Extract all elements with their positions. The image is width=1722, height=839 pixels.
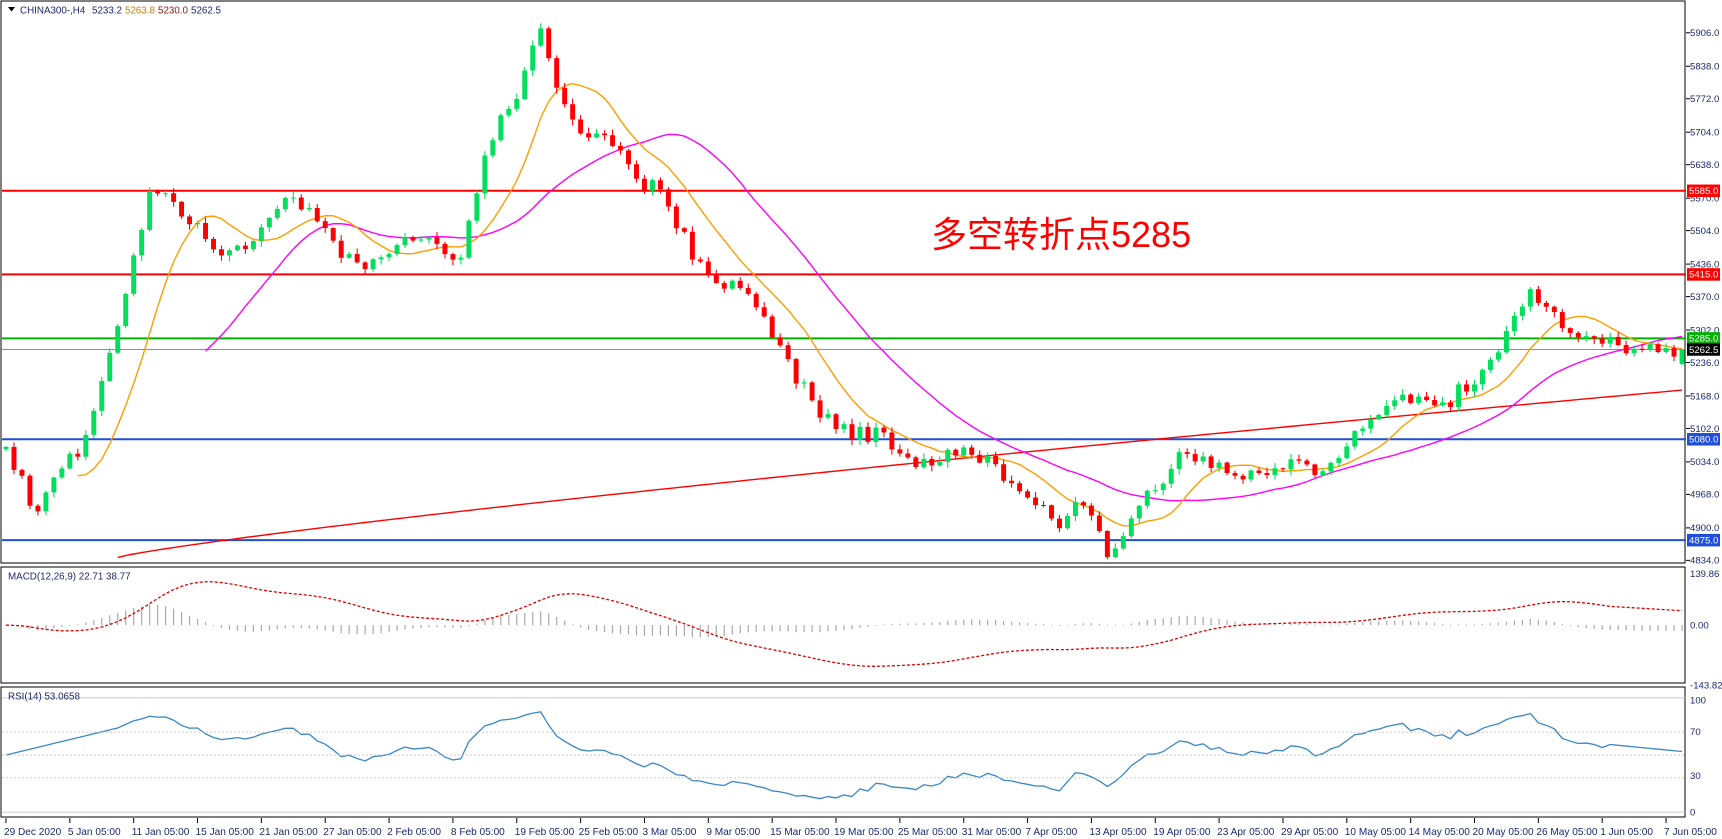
svg-text:5285.0: 5285.0 xyxy=(1689,334,1718,345)
svg-text:5638.0: 5638.0 xyxy=(1690,160,1719,171)
svg-text:5262.5: 5262.5 xyxy=(191,6,222,17)
svg-text:11 Jan 05:00: 11 Jan 05:00 xyxy=(132,827,190,838)
svg-text:21 Jan 05:00: 21 Jan 05:00 xyxy=(259,827,318,838)
svg-text:MACD(12,26,9) 22.71 38.77: MACD(12,26,9) 22.71 38.77 xyxy=(8,572,131,583)
svg-text:5262.5: 5262.5 xyxy=(1689,345,1718,356)
svg-text:29 Apr 05:00: 29 Apr 05:00 xyxy=(1281,827,1339,838)
svg-text:5034.0: 5034.0 xyxy=(1690,457,1719,468)
svg-text:13 Apr 05:00: 13 Apr 05:00 xyxy=(1089,827,1147,838)
svg-text:5704.0: 5704.0 xyxy=(1690,128,1719,139)
svg-text:0.00: 0.00 xyxy=(1690,620,1709,631)
svg-text:10 May 05:00: 10 May 05:00 xyxy=(1345,827,1407,838)
svg-text:5236.0: 5236.0 xyxy=(1690,358,1719,369)
svg-text:70: 70 xyxy=(1690,727,1701,738)
svg-text:5263.8: 5263.8 xyxy=(125,6,156,17)
svg-text:9 Mar 05:00: 9 Mar 05:00 xyxy=(706,827,760,838)
svg-text:100: 100 xyxy=(1690,696,1706,707)
svg-text:CHINA300-,H4: CHINA300-,H4 xyxy=(20,6,86,17)
svg-text:5504.0: 5504.0 xyxy=(1690,226,1719,237)
svg-text:3 Mar 05:00: 3 Mar 05:00 xyxy=(642,827,696,838)
svg-text:7 Jun 05:00: 7 Jun 05:00 xyxy=(1664,827,1717,838)
svg-text:-143.82: -143.82 xyxy=(1690,681,1722,692)
svg-text:7 Apr 05:00: 7 Apr 05:00 xyxy=(1026,827,1078,838)
svg-text:4968.0: 4968.0 xyxy=(1690,490,1719,501)
svg-text:4900.0: 4900.0 xyxy=(1690,523,1719,534)
svg-text:4875.0: 4875.0 xyxy=(1689,535,1718,546)
svg-text:5772.0: 5772.0 xyxy=(1690,94,1719,105)
svg-text:29 Dec 2020: 29 Dec 2020 xyxy=(4,827,62,838)
svg-text:31 Mar 05:00: 31 Mar 05:00 xyxy=(962,827,1022,838)
svg-text:19 Feb 05:00: 19 Feb 05:00 xyxy=(515,827,575,838)
svg-text:8 Feb 05:00: 8 Feb 05:00 xyxy=(451,827,505,838)
svg-text:23 Apr 05:00: 23 Apr 05:00 xyxy=(1217,827,1275,838)
svg-text:25 Mar 05:00: 25 Mar 05:00 xyxy=(898,827,958,838)
svg-text:19 Apr 05:00: 19 Apr 05:00 xyxy=(1153,827,1211,838)
svg-text:5838.0: 5838.0 xyxy=(1690,62,1719,73)
svg-text:5168.0: 5168.0 xyxy=(1690,391,1719,402)
svg-text:5230.0: 5230.0 xyxy=(158,6,189,17)
svg-text:0: 0 xyxy=(1690,808,1695,819)
svg-text:14 May 05:00: 14 May 05:00 xyxy=(1409,827,1471,838)
svg-text:25 Feb 05:00: 25 Feb 05:00 xyxy=(579,827,639,838)
svg-text:20 May 05:00: 20 May 05:00 xyxy=(1473,827,1535,838)
svg-text:5906.0: 5906.0 xyxy=(1690,28,1719,39)
svg-text:19 Mar 05:00: 19 Mar 05:00 xyxy=(834,827,894,838)
svg-text:139.86: 139.86 xyxy=(1690,569,1719,580)
svg-text:5585.0: 5585.0 xyxy=(1689,186,1718,197)
svg-text:27 Jan 05:00: 27 Jan 05:00 xyxy=(323,827,382,838)
svg-text:5080.0: 5080.0 xyxy=(1689,435,1718,446)
svg-text:2 Feb 05:00: 2 Feb 05:00 xyxy=(387,827,441,838)
svg-text:5370.0: 5370.0 xyxy=(1690,292,1719,303)
svg-text:5415.0: 5415.0 xyxy=(1689,270,1718,281)
svg-text:RSI(14) 53.0658: RSI(14) 53.0658 xyxy=(8,692,80,703)
svg-text:15 Mar 05:00: 15 Mar 05:00 xyxy=(770,827,830,838)
svg-text:26 May 05:00: 26 May 05:00 xyxy=(1536,827,1598,838)
svg-text:5233.2: 5233.2 xyxy=(92,6,122,17)
svg-text:4834.0: 4834.0 xyxy=(1690,556,1719,567)
svg-text:1 Jun 05:00: 1 Jun 05:00 xyxy=(1600,827,1653,838)
svg-text:5 Jan 05:00: 5 Jan 05:00 xyxy=(68,827,121,838)
svg-text:多空转折点5285: 多空转折点5285 xyxy=(931,214,1191,255)
svg-text:30: 30 xyxy=(1690,771,1701,782)
svg-text:15 Jan 05:00: 15 Jan 05:00 xyxy=(196,827,255,838)
